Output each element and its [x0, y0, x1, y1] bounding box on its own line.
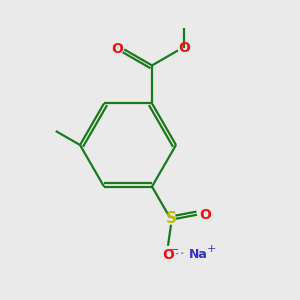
Text: O: O — [111, 42, 123, 56]
Text: S: S — [166, 211, 176, 226]
Text: +: + — [206, 244, 216, 254]
Text: −: − — [170, 245, 180, 255]
Text: O: O — [162, 248, 174, 262]
Text: Na: Na — [189, 248, 207, 261]
Text: O: O — [178, 41, 190, 56]
Text: O: O — [199, 208, 211, 222]
